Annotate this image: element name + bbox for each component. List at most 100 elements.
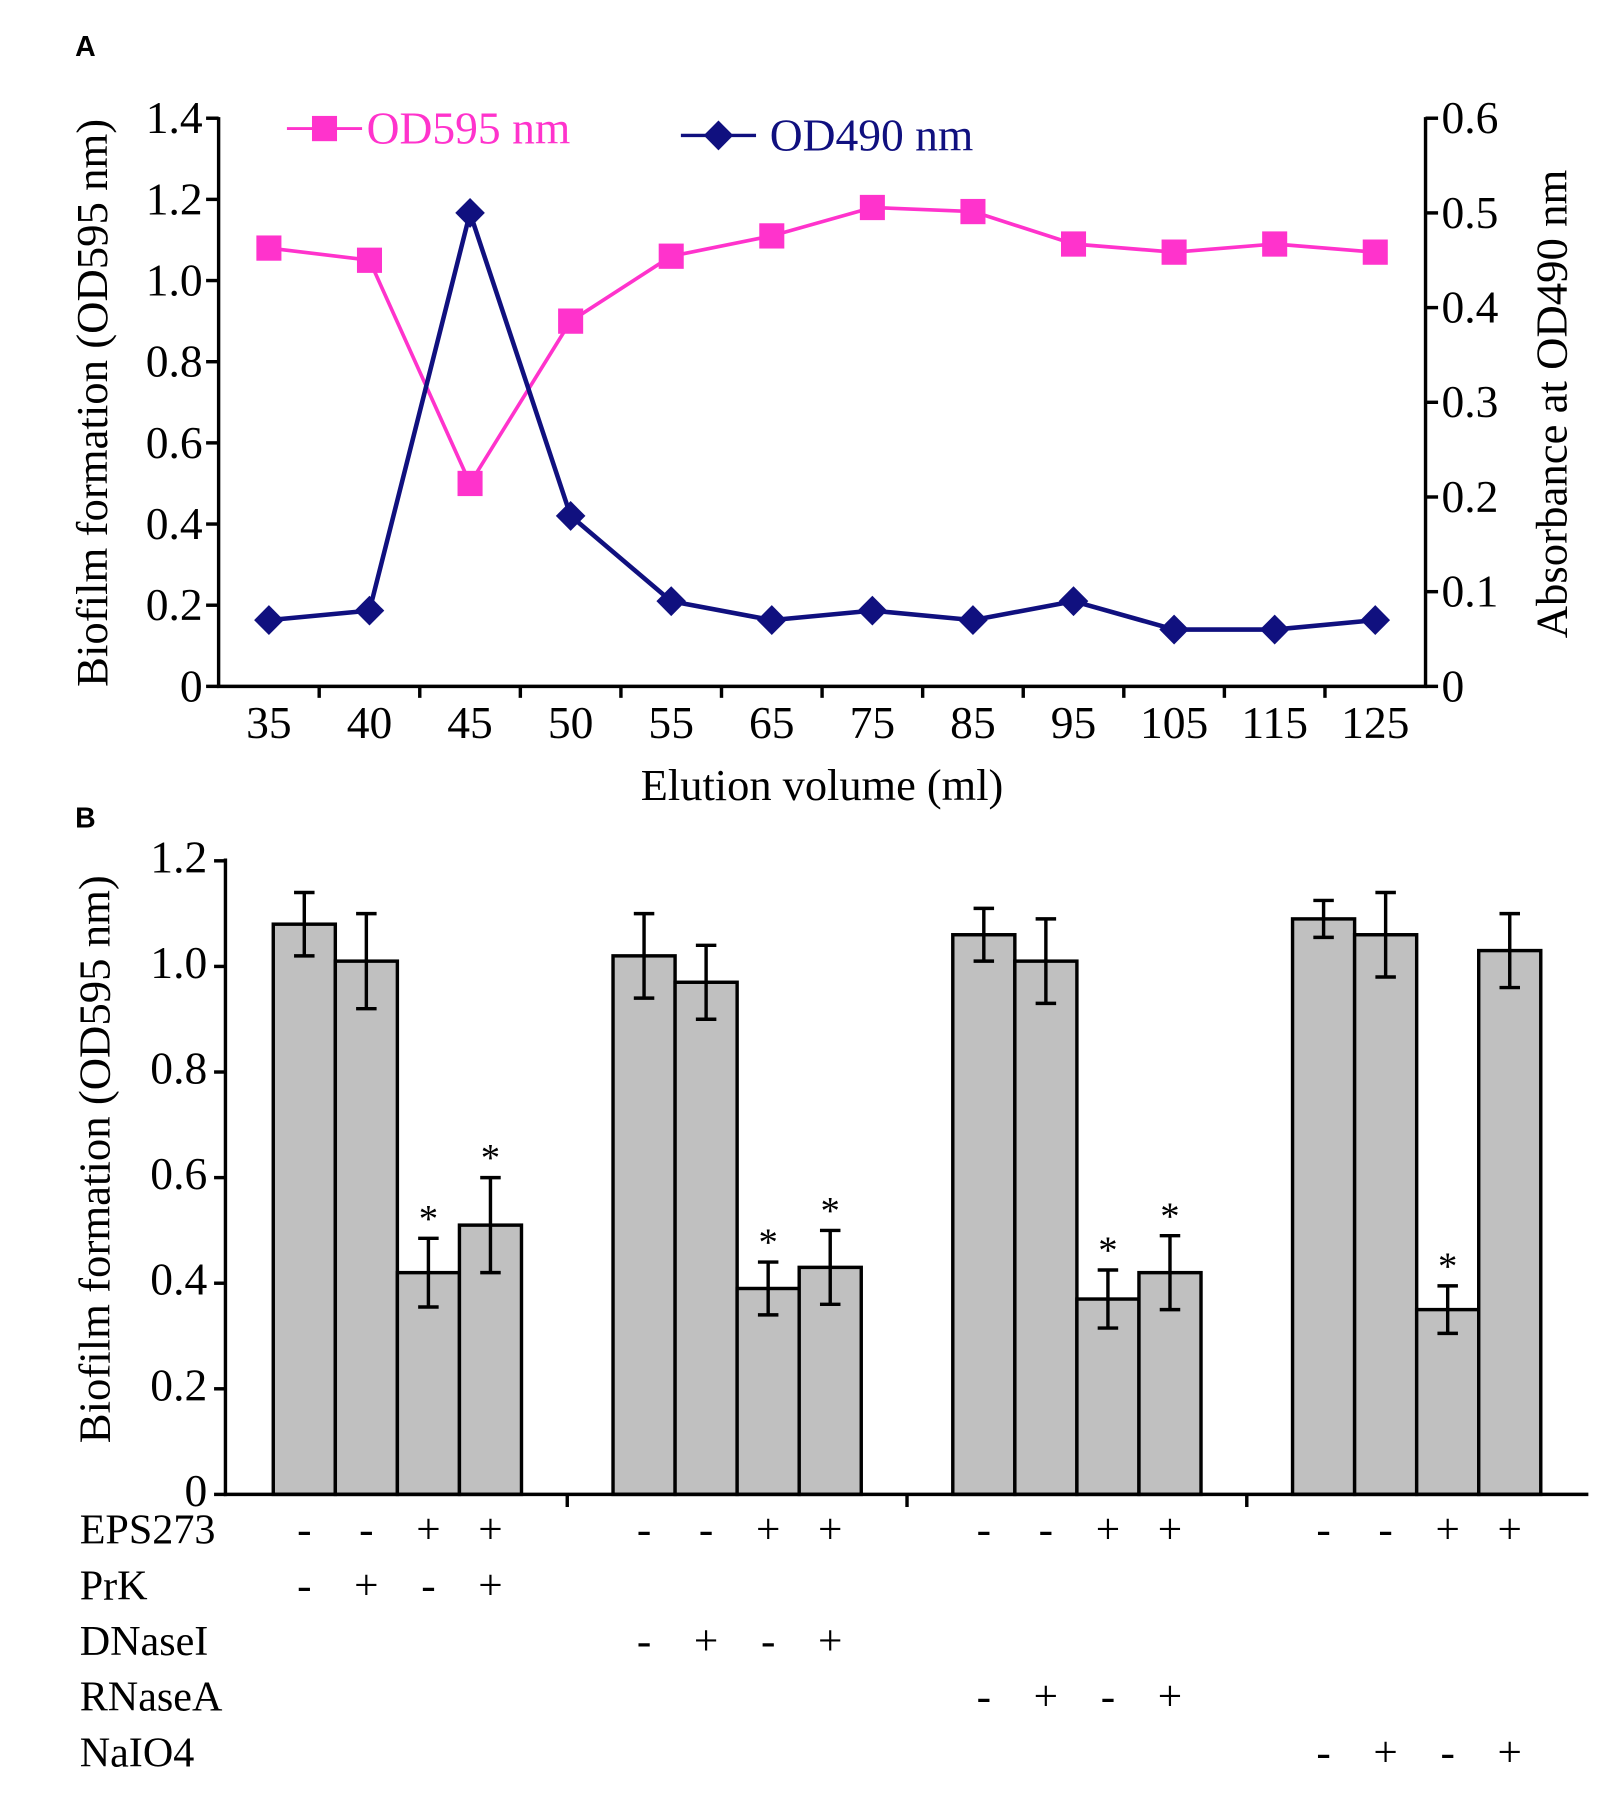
chart-a-od595-point-45 (457, 470, 483, 497)
chart-b-eps273-mark-group4-4: + (1498, 1506, 1522, 1554)
chart-a-od490-point-105 (1159, 614, 1189, 645)
chart-a-legend-label-od490: OD490 nm (770, 109, 974, 160)
chart-a-left-tick-label: 0.4 (146, 498, 203, 549)
chart-a-x-tick-label: 95 (1051, 697, 1097, 748)
chart-b-row-label-eps273: EPS273 (80, 1507, 216, 1554)
chart-b-y-tick-label: 1.0 (150, 937, 207, 988)
chart-b-eps273-mark-group4-2: - (1378, 1506, 1392, 1554)
chart-b-rnasea-mark-group3-4: + (1158, 1673, 1182, 1721)
chart-b-prk-mark-group1-4: + (478, 1561, 502, 1609)
chart-a-left-tick-label: 1.2 (146, 173, 203, 224)
chart-a-right-tick-label: 0.3 (1441, 376, 1498, 427)
chart-b-row-label-dnasei: DNaseI (80, 1618, 209, 1665)
chart-b-significance-mark-group3-4: * (1160, 1195, 1179, 1238)
chart-b-bar-group3-1 (951, 933, 1017, 1497)
chart-b-eps273-mark-group2-3: + (756, 1506, 780, 1554)
chart-b-significance-mark-group2-3: * (758, 1221, 777, 1264)
chart-a-od490-point-50 (555, 501, 586, 531)
chart-a-od595-point-125 (1362, 239, 1388, 265)
chart-a-od595-point-55 (658, 243, 684, 269)
panel-a-label: A (75, 31, 96, 63)
chart-b-error-bar-group3-1 (973, 906, 995, 963)
chart-b-eps273-mark-group3-1: - (977, 1506, 991, 1554)
chart-b-error-bar-group4-2 (1375, 890, 1396, 979)
chart-a-x-tick-label: 75 (850, 697, 896, 748)
chart-a-legend-marker-od595 (311, 115, 338, 142)
chart-b-dnasei-mark-group2-3: - (761, 1617, 775, 1665)
chart-a-left-tick-label: 0.6 (146, 417, 203, 468)
chart-b-significance-mark-group1-3: * (419, 1197, 438, 1240)
chart-b-dnasei-mark-group2-2: + (694, 1617, 718, 1665)
chart-b-error-bar-group2-1 (633, 911, 655, 1000)
chart-b-eps273-mark-group2-2: - (699, 1506, 713, 1554)
chart-a-left-tick-label: 0.8 (146, 335, 203, 386)
chart-b-prk-mark-group1-2: + (354, 1561, 378, 1609)
chart-b-naio4-mark-group4-1: - (1316, 1728, 1330, 1776)
chart-b-error-bar-group2-4 (819, 1228, 841, 1307)
chart-a-x-tick-label: 55 (648, 697, 694, 748)
chart-b-prk-mark-group1-3: - (421, 1561, 435, 1609)
chart-a-od595-point-65 (759, 223, 785, 249)
chart-a-od490-point-40 (354, 595, 385, 626)
chart-a-od490-point-45 (455, 197, 485, 228)
chart-a-od490-point-55 (656, 586, 687, 617)
chart-b-significance-mark-group1-4: * (481, 1137, 500, 1180)
panel-b-label: B (75, 802, 96, 834)
chart-b-y-tick-label: 0.6 (150, 1148, 207, 1199)
chart-a-od490-point-95 (1058, 586, 1089, 617)
chart-b-y-tick-label: 1.2 (150, 831, 207, 882)
chart-b-eps273-mark-group4-3: + (1435, 1506, 1459, 1554)
chart-a-od490-point-115 (1259, 614, 1290, 645)
chart-a-right-tick-label: 0.6 (1441, 92, 1498, 143)
chart-b-y-tick-label: 0 (184, 1465, 207, 1516)
chart-b-error-bar-group4-4 (1499, 911, 1520, 990)
chart-b-eps273-mark-group1-4: + (478, 1506, 502, 1554)
chart-b-eps273-mark-group1-3: + (416, 1506, 440, 1554)
chart-b-error-bar-group1-3 (418, 1236, 439, 1309)
chart-a-od490-point-85 (958, 605, 988, 636)
chart-b-row-label-naio4: NaIO4 (80, 1729, 195, 1776)
chart-b-significance-mark-group4-3: * (1438, 1245, 1457, 1288)
chart-b-significance-mark-group3-3: * (1098, 1229, 1117, 1272)
chart-a-left-tick-label: 0 (180, 660, 203, 711)
chart-b-bar-group2-3 (735, 1286, 801, 1497)
chart-a-left-tick-label: 1.0 (146, 254, 203, 305)
chart-b-bar-group3-2 (1013, 959, 1079, 1497)
chart-a-right-tick-label: 0.4 (1441, 281, 1498, 332)
chart-a-od490-point-125 (1360, 605, 1391, 636)
chart-b-bar-group4-4 (1477, 948, 1543, 1497)
chart-a-od490-point-65 (756, 605, 787, 636)
chart-a-x-tick-label: 125 (1341, 697, 1409, 748)
chart-b-naio4-mark-group4-3: - (1440, 1728, 1454, 1776)
chart-b-eps273-mark-group2-4: + (818, 1506, 842, 1554)
chart-b-error-bar-group3-3 (1097, 1268, 1119, 1330)
chart-a-od595-point-75 (859, 194, 885, 221)
chart-b-error-bar-group2-3 (757, 1260, 779, 1317)
chart-a-legend-label-od595: OD595 nm (367, 102, 571, 153)
chart-b-error-bar-group1-1 (294, 890, 315, 958)
chart-a-x-tick-label: 45 (447, 697, 493, 748)
chart-b-rnasea-mark-group3-2: + (1034, 1673, 1058, 1721)
chart-b-row-label-prk: PrK (80, 1562, 148, 1609)
chart-b-eps273-mark-group2-1: - (637, 1506, 651, 1554)
chart-a-od490-point-75 (857, 595, 888, 626)
chart-a-od595-point-115 (1262, 231, 1288, 257)
chart-a-left-axis-title: Biofilm formation (OD595 nm) (67, 119, 117, 687)
chart-a-left-tick-label: 0.2 (146, 579, 203, 630)
chart-a-right-tick-label: 0.2 (1441, 471, 1498, 522)
chart-a-right-tick-label: 0 (1441, 660, 1464, 711)
chart-b-naio4-mark-group4-2: + (1373, 1728, 1397, 1776)
chart-b-dnasei-mark-group2-1: - (637, 1617, 651, 1665)
chart-b-bar-group4-3 (1414, 1307, 1481, 1497)
chart-b-error-bar-group1-4 (480, 1175, 501, 1275)
chart-a-od595-line (268, 205, 1376, 486)
chart-b-significance-mark-group2-4: * (821, 1189, 840, 1232)
chart-a-x-tick-label: 105 (1140, 697, 1208, 748)
chart-a-elution-profile: Elution volume (ml) Biofilm formation (O… (67, 92, 1577, 810)
chart-a-x-tick-label: 35 (246, 697, 292, 748)
chart-a-od595-point-95 (1060, 231, 1087, 257)
chart-b-row-label-rnasea: RNaseA (80, 1674, 223, 1721)
chart-b-bar-group1-2 (333, 959, 400, 1497)
